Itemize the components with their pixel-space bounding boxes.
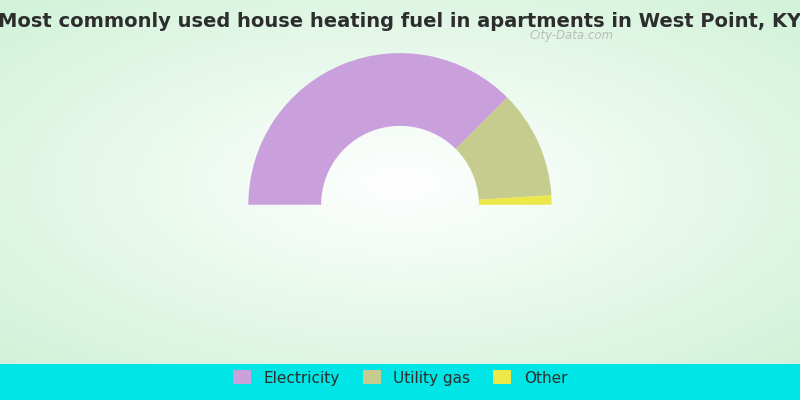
Wedge shape [456, 98, 551, 200]
Text: Most commonly used house heating fuel in apartments in West Point, KY: Most commonly used house heating fuel in… [0, 12, 800, 31]
Wedge shape [478, 195, 552, 205]
Wedge shape [248, 53, 507, 205]
Text: City-Data.com: City-Data.com [530, 29, 614, 42]
Legend: Electricity, Utility gas, Other: Electricity, Utility gas, Other [226, 364, 574, 392]
